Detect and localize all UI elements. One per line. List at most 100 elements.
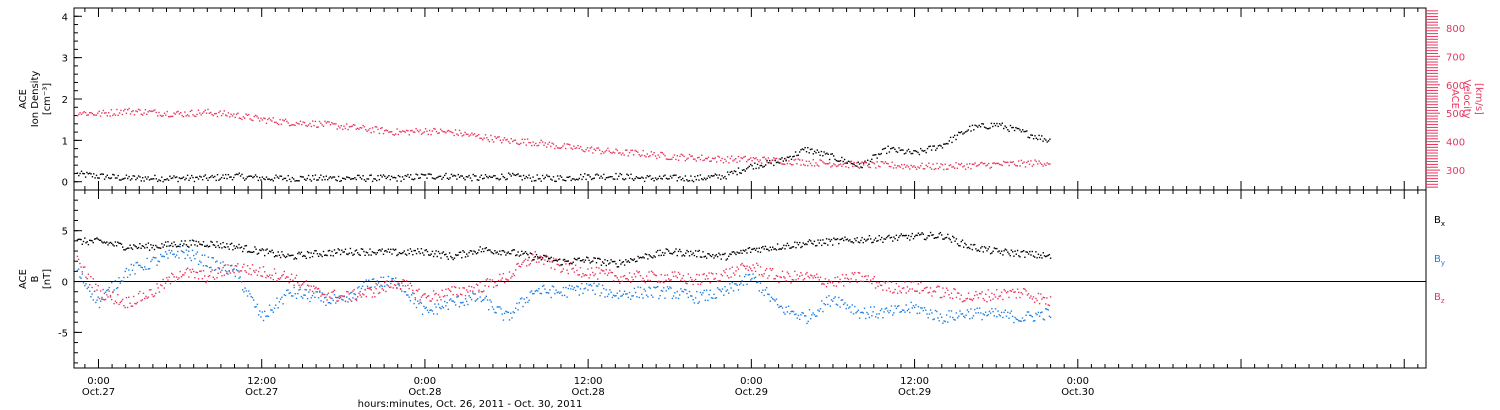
data-point-bz xyxy=(765,268,768,270)
data-point-bz xyxy=(811,275,813,277)
data-point-velocity xyxy=(483,137,485,139)
data-point-by xyxy=(358,286,360,288)
data-point-bx xyxy=(157,247,159,249)
data-point-velocity xyxy=(1037,163,1039,165)
data-point-by xyxy=(881,308,883,310)
data-point-by xyxy=(867,313,869,315)
data-point-bz xyxy=(780,276,782,279)
data-point-by xyxy=(223,264,225,267)
data-point-bx xyxy=(361,248,364,250)
data-point-ion-density xyxy=(275,174,277,176)
data-point-bx xyxy=(729,253,731,255)
data-point-by xyxy=(330,302,332,305)
data-point-by xyxy=(609,289,611,291)
data-point-velocity xyxy=(488,140,491,143)
data-point-bz xyxy=(644,281,647,284)
data-point-by xyxy=(402,285,404,287)
data-point-velocity xyxy=(378,132,381,135)
data-point-velocity xyxy=(759,159,761,161)
data-point-bx xyxy=(768,250,770,252)
data-point-ion-density xyxy=(641,176,643,178)
data-point-velocity xyxy=(536,145,538,147)
data-point-by xyxy=(413,302,415,305)
data-point-bx xyxy=(840,238,842,240)
data-point-bx xyxy=(194,244,196,246)
data-point-velocity xyxy=(850,160,853,162)
data-point-velocity xyxy=(800,164,802,166)
data-point-by xyxy=(904,311,906,313)
data-point-ion-density xyxy=(959,132,961,134)
data-point-ion-density xyxy=(214,175,216,178)
data-point-bx xyxy=(668,250,670,252)
data-point-ion-density xyxy=(837,160,839,162)
data-point-bz xyxy=(532,254,534,256)
data-point-velocity xyxy=(954,167,956,169)
data-point-bx xyxy=(697,250,699,252)
data-point-bx xyxy=(128,247,130,249)
data-point-bz xyxy=(965,298,967,300)
data-point-bz xyxy=(1004,290,1006,292)
data-point-bz xyxy=(589,274,591,276)
data-point-ion-density xyxy=(774,159,776,162)
data-point-bx xyxy=(925,238,927,241)
data-point-bx xyxy=(805,243,807,245)
data-point-bx xyxy=(343,251,345,253)
data-point-by xyxy=(938,320,940,322)
data-point-ion-density xyxy=(212,176,215,179)
data-point-by xyxy=(862,312,864,314)
data-point-bz xyxy=(577,274,579,276)
data-point-bx xyxy=(103,241,106,243)
data-point-by xyxy=(934,309,937,312)
data-point-ion-density xyxy=(125,174,128,176)
data-point-velocity xyxy=(790,164,793,166)
data-point-bz xyxy=(213,278,216,280)
data-point-ion-density xyxy=(488,175,491,177)
data-point-by xyxy=(882,317,884,319)
data-point-bx xyxy=(412,254,414,256)
data-point-bx xyxy=(606,260,609,262)
data-point-ion-density xyxy=(245,178,247,180)
data-point-bx xyxy=(937,236,939,238)
data-point-by xyxy=(657,286,659,288)
data-point-velocity xyxy=(397,133,400,136)
data-point-by xyxy=(278,301,281,303)
data-point-bz xyxy=(195,271,197,273)
data-point-ion-density xyxy=(429,173,431,175)
data-point-bx xyxy=(677,250,680,253)
data-point-bx xyxy=(423,254,425,256)
data-point-ion-density xyxy=(263,178,265,180)
data-point-ion-density xyxy=(113,174,115,176)
data-point-velocity xyxy=(1016,165,1018,167)
data-point-bx xyxy=(461,257,463,259)
data-point-bx xyxy=(310,252,312,254)
data-point-bz xyxy=(912,281,915,283)
data-point-by xyxy=(160,253,162,256)
data-point-bz xyxy=(288,281,290,284)
data-point-velocity xyxy=(894,164,896,166)
data-point-bx xyxy=(117,241,119,243)
data-point-ion-density xyxy=(703,177,706,179)
data-point-bz xyxy=(1003,288,1005,291)
data-point-bx xyxy=(156,246,158,248)
data-point-ion-density xyxy=(297,180,299,182)
data-point-by xyxy=(391,278,393,280)
data-point-bz xyxy=(119,301,121,304)
data-point-bz xyxy=(720,273,722,276)
data-point-by xyxy=(819,308,822,310)
data-point-by xyxy=(409,300,412,302)
data-point-bz xyxy=(858,272,861,274)
data-point-ion-density xyxy=(947,143,949,145)
data-point-bz xyxy=(713,278,715,280)
data-point-bz xyxy=(169,282,172,285)
data-point-bz xyxy=(491,279,494,281)
data-point-ion-density xyxy=(196,176,198,178)
data-point-ion-density xyxy=(242,177,245,179)
data-point-bz xyxy=(832,282,834,284)
density-tick-label: 4 xyxy=(62,12,68,23)
data-point-bz xyxy=(381,288,383,290)
data-point-ion-density xyxy=(574,179,576,181)
data-point-velocity xyxy=(245,113,247,115)
data-point-bz xyxy=(468,285,470,287)
data-point-by xyxy=(942,322,944,324)
data-point-bx xyxy=(286,255,288,258)
